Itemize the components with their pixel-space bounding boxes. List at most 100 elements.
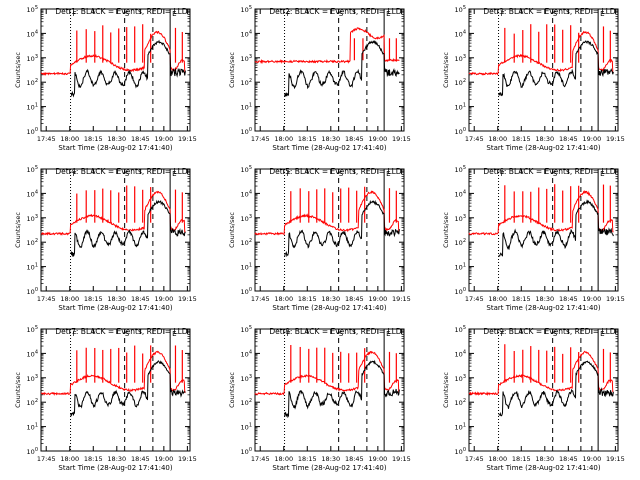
y-tick-label: 101 [241,103,252,112]
panel-title: Det 3: BLACK = Events, RED = LLD [483,7,615,16]
series-events-line [70,39,186,98]
y-tick-label: 103 [455,374,466,383]
series-lld-line [254,27,400,65]
x-axis-label: Start Time (28-Aug-02 17:41:40) [272,464,386,472]
y-tick-label: 103 [27,54,38,63]
y-tick-label: 102 [27,238,38,247]
series-events-line [284,40,400,97]
y-tick-label: 101 [27,423,38,432]
y-tick-label: 103 [241,374,252,383]
x-tick-label: 17:45 [37,295,56,303]
x-tick-label: 19:00 [582,455,601,463]
y-tick-label: 101 [241,423,252,432]
x-tick-label: 19:00 [368,135,387,143]
marker-label-e: E [600,170,604,178]
x-axis-label: Start Time (28-Aug-02 17:41:40) [486,304,600,312]
y-tick-label: 105 [455,165,466,174]
series-lld-line [468,189,614,236]
y-tick-label: 103 [27,374,38,383]
y-tick-label: 102 [241,78,252,87]
series-lld-line [40,350,186,396]
y-tick-label: 105 [27,5,38,14]
marker-label-e: E [172,10,176,18]
panel-det-3: 100 101 102 103 104 105 17:45 18:00 18:15 18:30 18… [442,5,625,152]
y-axis-label: Counts/sec [442,372,450,408]
marker-label-f: F [73,170,77,178]
x-tick-label: 17:45 [37,135,56,143]
y-tick-label: 105 [27,165,38,174]
x-tick-label: 18:15 [298,135,317,143]
marker-label-e: E [386,170,390,178]
marker-label-f: F [73,10,77,18]
x-tick-label: 18:30 [107,135,126,143]
x-tick-label: 18:30 [321,455,340,463]
y-tick-label: 102 [455,398,466,407]
y-tick-label: 104 [241,189,252,198]
series-events-line [498,199,614,257]
panel-det-7: 100 101 102 103 104 105 17:45 18:00 18:15 18:30 18… [14,325,197,472]
y-tick-label: 105 [27,325,38,334]
x-tick-label: 18:45 [559,135,578,143]
x-tick-label: 19:00 [154,295,173,303]
marker-label-f: F [287,330,291,338]
x-tick-label: 19:15 [178,455,197,463]
y-tick-label: 104 [455,189,466,198]
panel-det-6: 100 101 102 103 104 105 17:45 18:00 18:15 18:30 18… [442,165,625,312]
y-tick-label: 100 [455,127,466,136]
panel-title: Det 1: BLACK = Events, RED = LLD [55,7,187,16]
panel-det-1: 100 101 102 103 104 105 17:45 18:00 18:15 18:30 18… [14,5,197,152]
x-tick-label: 18:00 [60,135,79,143]
x-tick-label: 19:15 [178,295,197,303]
x-tick-label: 18:15 [512,295,531,303]
x-axis-label: Start Time (28-Aug-02 17:41:40) [486,144,600,152]
y-tick-label: 103 [241,54,252,63]
panel-frame [254,328,405,452]
x-tick-label: 18:30 [535,135,554,143]
x-tick-label: 18:30 [107,455,126,463]
y-axis-label: Counts/sec [228,52,236,88]
marker-label-e: E [600,330,604,338]
marker-label-e: E [386,10,390,18]
marker-label-e: E [600,10,604,18]
y-tick-label: 102 [27,398,38,407]
x-tick-label: 18:00 [488,295,507,303]
y-tick-label: 101 [27,263,38,272]
marker-label-f: F [73,330,77,338]
x-tick-label: 17:45 [251,455,270,463]
y-axis-label: Counts/sec [14,372,22,408]
y-tick-label: 101 [455,103,466,112]
panel-det-2: 100 101 102 103 104 105 17:45 18:00 18:15 18:30 18… [228,5,411,152]
panel-det-9: 100 101 102 103 104 105 17:45 18:00 18:15 18:30 18… [442,325,625,472]
x-tick-label: 19:00 [582,135,601,143]
marker-label-s: S [339,330,344,338]
y-tick-label: 103 [241,214,252,223]
y-tick-label: 104 [455,29,466,38]
series-lld-line [468,30,614,76]
y-tick-label: 105 [241,325,252,334]
panel-title: Det 6: BLACK = Events, RED = LLD [483,167,615,176]
marker-label-s: S [553,330,558,338]
x-tick-label: 19:00 [582,295,601,303]
panel-title: Det 7: BLACK = Events, RED = LLD [55,327,187,336]
y-tick-label: 100 [27,127,38,136]
marker-label-s: S [553,10,558,18]
series-events-line [284,199,400,258]
marker-label-s: S [125,170,130,178]
series-lld-line [41,190,186,236]
marker-label-f: F [501,10,505,18]
y-tick-label: 105 [455,5,466,14]
x-axis-label: Start Time (28-Aug-02 17:41:40) [58,144,172,152]
y-tick-label: 100 [241,447,252,456]
x-tick-label: 18:45 [131,295,150,303]
y-tick-label: 101 [241,263,252,272]
series-events-line [498,40,614,97]
panel-frame [468,328,619,452]
x-tick-label: 19:00 [368,455,387,463]
panel-frame [40,8,191,132]
x-tick-label: 18:45 [131,455,150,463]
y-tick-label: 100 [455,447,466,456]
panel-det-5: 100 101 102 103 104 105 17:45 18:00 18:15 18:30 18… [228,165,411,312]
x-tick-label: 18:45 [559,295,578,303]
y-tick-label: 100 [27,447,38,456]
